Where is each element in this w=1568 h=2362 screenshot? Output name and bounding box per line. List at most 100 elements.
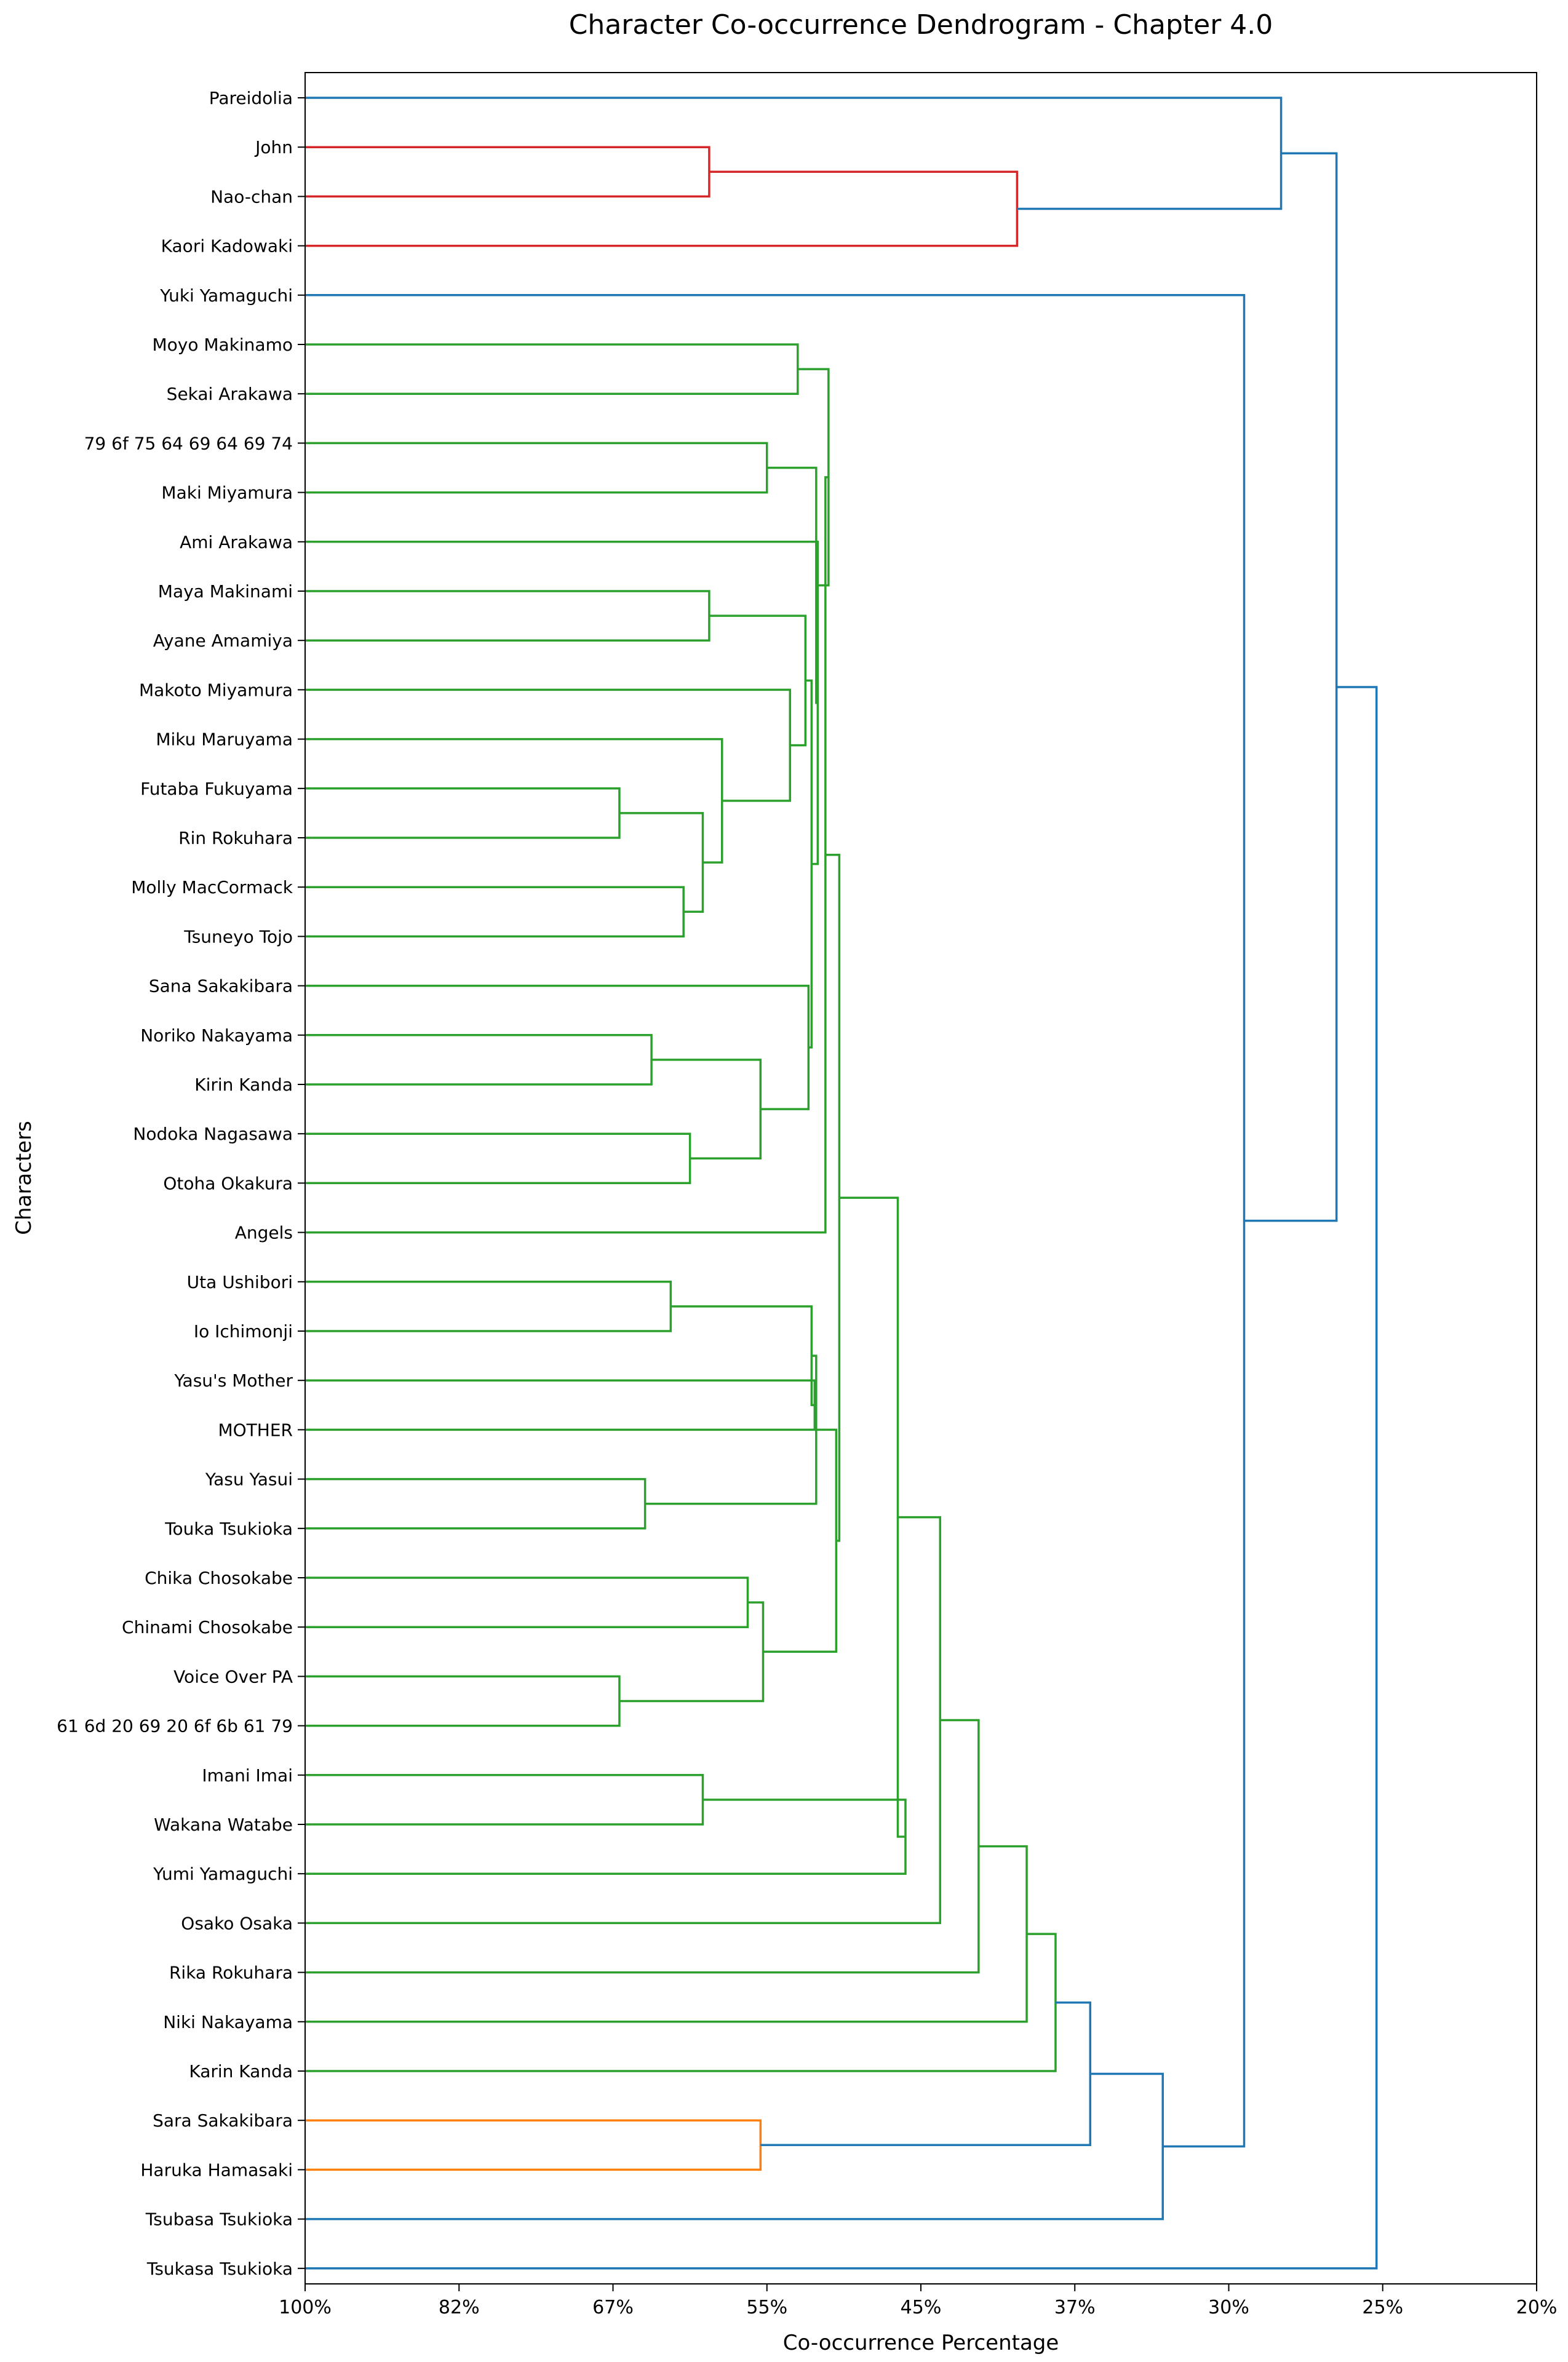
dendrogram-link	[619, 812, 704, 913]
dendrogram-link	[305, 686, 1378, 2270]
leaf-label: Wakana Watabe	[154, 1815, 293, 1835]
x-tick-label: 82%	[439, 2297, 480, 2318]
dendrogram-link	[839, 1196, 905, 1838]
leaf-label: Tsubasa Tsukioka	[145, 2209, 293, 2230]
leaf-label: Chinami Chosokabe	[122, 1617, 293, 1637]
leaf-label: John	[254, 137, 293, 157]
dendrogram-link	[305, 688, 792, 802]
dendrogram-link	[305, 1577, 749, 1628]
leaf-label: Tsuneyo Tojo	[183, 926, 293, 947]
leaf-label: Haruka Hamasaki	[140, 2160, 293, 2180]
leaf-label: Uta Ushibori	[187, 1272, 293, 1292]
leaf-label: Sana Sakakibara	[149, 976, 293, 996]
dendrogram-link	[305, 2119, 762, 2171]
dendrogram-link	[305, 146, 710, 198]
dendrogram-link	[305, 97, 1283, 210]
dendrogram-link	[305, 1774, 704, 1826]
leaf-label: Yumi Yamaguchi	[153, 1864, 293, 1884]
dendrogram-link	[305, 294, 1246, 2148]
dendrogram-link	[305, 886, 685, 938]
dendrogram-link	[763, 1428, 838, 1653]
x-tick-label: 45%	[901, 2297, 942, 2318]
leaf-label: Ayane Amamiya	[153, 630, 293, 651]
leaf-label: Chika Chosokabe	[145, 1568, 293, 1588]
dendrogram-link	[760, 2001, 1092, 2147]
x-tick-label: 67%	[592, 2297, 634, 2318]
dendrogram-link	[305, 1719, 980, 1974]
leaf-label: Sara Sakakibara	[153, 2110, 293, 2131]
leaf-label: Rika Rokuhara	[169, 1963, 293, 1983]
x-tick-label: 100%	[279, 2297, 332, 2318]
dendrogram-link	[305, 1516, 942, 1925]
dendrogram-link	[805, 679, 813, 1049]
leaf-label: Sekai Arakawa	[167, 384, 293, 404]
leaf-label: Nodoka Nagasawa	[133, 1124, 293, 1144]
dendrogram-link	[797, 368, 830, 587]
leaf-label: Touka Tsukioka	[164, 1519, 293, 1539]
leaf-label: Miku Maruyama	[156, 730, 293, 750]
dendrogram-link	[305, 1281, 672, 1332]
dendrogram-link	[305, 1799, 907, 1875]
y-tick-labels: Pareidolia John Nao-chan Kaori Kadowaki Yuki…	[57, 88, 305, 2279]
dendrogram-link	[305, 170, 1019, 247]
leaf-label: Niki Nakayama	[163, 2012, 293, 2032]
x-tick-label: 30%	[1208, 2297, 1249, 2318]
leaf-label: 79 6f 75 64 69 64 69 74	[84, 433, 293, 453]
dendrogram-link	[305, 1675, 621, 1727]
leaf-label: Noriko Nakayama	[140, 1025, 293, 1046]
leaf-label: Io Ichimonji	[194, 1321, 293, 1342]
dendrogram-link	[305, 2072, 1164, 2221]
x-tick-label: 25%	[1362, 2297, 1403, 2318]
leaf-label: Maki Miyamura	[161, 483, 293, 503]
x-axis-label: Co-occurrence Percentage	[783, 2331, 1059, 2355]
dendrogram-link	[651, 1059, 762, 1160]
dendrogram-link	[305, 343, 799, 395]
leaf-label: Yasu Yasui	[205, 1469, 293, 1490]
dendrogram-link	[305, 738, 723, 864]
dendrogram-link	[305, 1132, 691, 1185]
dendrogram-link	[671, 1305, 815, 1407]
leaf-label: Yasu's Mother	[173, 1370, 293, 1391]
leaf-label: Rin Rokuhara	[178, 828, 293, 848]
dendrogram-link	[619, 1601, 765, 1703]
leaf-label: Angels	[235, 1223, 293, 1243]
x-tick-label: 55%	[746, 2297, 787, 2318]
leaf-label: Kirin Kanda	[194, 1075, 293, 1095]
dendrogram-link	[305, 1933, 1057, 2072]
dendrogram-link	[305, 442, 768, 494]
leaf-label: Imani Imai	[202, 1765, 293, 1786]
leaf-label: Nao-chan	[210, 186, 293, 207]
leaf-label: Futaba Fukuyama	[140, 779, 293, 799]
leaf-label: Otoha Okakura	[163, 1173, 293, 1193]
leaf-label: Moyo Makinamo	[152, 335, 293, 355]
dendrogram-link	[305, 984, 810, 1110]
dendrogram-link	[305, 1034, 653, 1086]
leaf-label: Voice Over PA	[173, 1666, 293, 1687]
leaf-label: Yuki Yamaguchi	[159, 285, 293, 306]
x-tick-label: 20%	[1516, 2297, 1558, 2318]
dendrogram-link	[305, 1379, 816, 1431]
leaf-label: 61 6d 20 69 20 6f 6b 61 79	[57, 1716, 293, 1736]
plot-frame	[304, 72, 1537, 2284]
leaf-label: Karin Kanda	[189, 2061, 293, 2082]
dendrogram-link	[766, 466, 818, 704]
dendrogram-links	[305, 97, 1378, 2270]
leaf-label: Kaori Kadowaki	[161, 236, 293, 256]
leaf-label: Makoto Miyamura	[139, 680, 293, 700]
dendrogram-link	[305, 787, 621, 839]
dendrogram-link	[1244, 152, 1338, 1222]
x-axis-ticks: 100% 82% 67% 55% 45% 37% 30% 25% 20%	[279, 2284, 1557, 2318]
dendrogram-link	[305, 1845, 1028, 2023]
leaf-label: Ami Arakawa	[180, 532, 293, 552]
leaf-label: MOTHER	[218, 1420, 293, 1440]
leaf-label: Maya Makinami	[158, 581, 293, 602]
x-tick-label: 37%	[1054, 2297, 1096, 2318]
leaf-label: Osako Osaka	[181, 1913, 293, 1933]
dendrogram-link	[305, 476, 829, 1234]
y-axis-label: Characters	[12, 1121, 36, 1235]
dendrogram-link	[305, 590, 710, 642]
chart-title: Character Co-occurrence Dendrogram - Cha…	[569, 9, 1273, 41]
leaf-label: Pareidolia	[209, 88, 293, 108]
dendrogram-link	[305, 1477, 647, 1530]
